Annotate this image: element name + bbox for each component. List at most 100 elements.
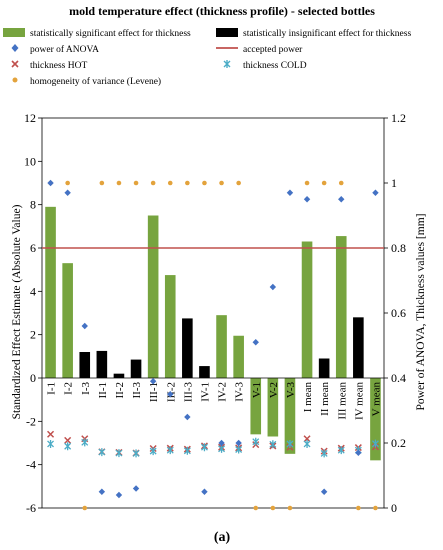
y-right-tick-label: 0.4 (391, 371, 406, 385)
category-label: IV-1 (199, 382, 211, 402)
bar-significant (301, 241, 313, 378)
power-anova-point (235, 439, 242, 447)
y-left-tick-label: 6 (30, 241, 36, 255)
thickness-cold-point (115, 449, 123, 458)
subfigure-label: (a) (214, 530, 231, 545)
levene-point (236, 180, 241, 186)
levene-point (338, 180, 344, 186)
category-label: II-1 (97, 382, 109, 399)
power-anova-point (167, 391, 174, 398)
power-anova-point (320, 488, 328, 495)
category-label: V-3 (285, 382, 297, 399)
bar-significant (45, 206, 56, 378)
thickness-cold-point (269, 440, 277, 449)
levene-point (116, 180, 122, 186)
levene-point (82, 505, 88, 511)
levene-point (270, 505, 276, 511)
y-right-tick-label: 0 (391, 501, 397, 515)
category-label: II mean (319, 382, 331, 416)
legend-item-accepted: accepted power (216, 45, 303, 55)
thickness-cold-point (183, 446, 191, 455)
bar-significant (250, 378, 262, 435)
plot-area: -6 -4 -2 0 2 4 6 8 10 12 0 0.2 0.4 0.6 0.8 1 1.2 I-1 I-2 I-… (24, 111, 406, 515)
plot-frame (41, 117, 385, 509)
bar-significant (267, 378, 279, 437)
category-label: IV mean (353, 382, 365, 420)
category-label: I-2 (63, 382, 75, 395)
thickness-cold-point (303, 439, 311, 448)
bar-significant (216, 315, 227, 378)
y-axis-right-label: Power of ANOVA, Thickness values [mm] (415, 214, 427, 411)
levene-point (373, 505, 378, 511)
power-anova-point (149, 378, 157, 385)
power-anova-point (115, 491, 123, 499)
levene-point (133, 180, 139, 186)
y-left-tick-label: -4 (26, 458, 36, 472)
levene-point (287, 505, 293, 511)
bar-insignificant (130, 359, 142, 378)
levene-point (219, 180, 224, 186)
thickness-cold-point (371, 439, 379, 448)
category-label: III mean (336, 382, 348, 420)
y-axis-left-label: Standardized Effect Estimate (Absolute V… (11, 204, 23, 419)
thickness-cold-point (47, 439, 55, 448)
thickness-cold-point (320, 449, 328, 458)
levene-point (167, 180, 173, 186)
power-anova-point (81, 322, 88, 330)
thickness-cold-point (200, 443, 208, 452)
thickness-cold-point (132, 449, 140, 458)
category-label: I-1 (46, 382, 58, 395)
category-label: I-3 (80, 382, 92, 395)
legend-label-insignificant: statistically insignificant effect for t… (243, 28, 411, 39)
thickness-cold-point (81, 438, 89, 447)
category-label: III-3 (182, 382, 194, 403)
y-right-tick-label: 0.2 (391, 436, 406, 450)
legend: statistically significant effect for thi… (3, 28, 411, 87)
bar-significant (233, 335, 244, 378)
category-label: V-2 (268, 382, 280, 398)
bar-insignificant (96, 350, 108, 378)
thickness-hot-point (64, 436, 72, 444)
bar-insignificant (318, 358, 330, 378)
category-label: III-1 (148, 382, 160, 402)
y-left-tick-label: -6 (26, 501, 36, 515)
bar-significant (147, 215, 159, 378)
legend-item-cold: thickness COLD (223, 60, 307, 71)
power-anova-point (338, 196, 345, 203)
bar-insignificant (353, 317, 364, 378)
power-anova-point (218, 439, 225, 447)
power-anova-point (303, 196, 311, 203)
levene-point (150, 180, 156, 186)
bar-insignificant (182, 318, 193, 378)
bar-insignificant (113, 373, 125, 378)
y-right-tick-label: 1.2 (391, 111, 406, 125)
legend-item-hot: thickness HOT (11, 60, 87, 71)
category-label: II-3 (131, 382, 143, 399)
power-anova-point (184, 413, 191, 421)
bar-significant (370, 378, 381, 461)
power-anova-point (201, 488, 208, 495)
legend-item-anova: power of ANOVA (11, 44, 99, 55)
legend-marker-cold (223, 60, 231, 68)
legend-item-insignificant: statistically insignificant effect for t… (216, 28, 411, 39)
levene-point (185, 180, 190, 186)
levene-point (356, 505, 361, 511)
chart-title: mold temperature effect (thickness profi… (69, 4, 375, 18)
power-anova-point (286, 189, 294, 196)
legend-swatch-significant (3, 28, 25, 37)
legend-marker-anova (11, 44, 19, 52)
levene-point (99, 180, 105, 186)
legend-label-hot: thickness HOT (30, 61, 87, 71)
legend-label-levene: homogeneity of variance (Levene) (30, 76, 161, 87)
power-anova-point (98, 488, 106, 495)
thickness-cold-point (149, 447, 157, 456)
levene-point (304, 180, 310, 186)
legend-label-accepted: accepted power (243, 45, 303, 55)
bar-insignificant (199, 366, 210, 378)
category-label: IV-2 (217, 382, 229, 402)
legend-marker-levene (12, 77, 18, 83)
y-left-tick-label: 12 (24, 111, 36, 125)
power-anova-point (355, 449, 362, 456)
y-right-tick-label: 1 (391, 176, 397, 190)
